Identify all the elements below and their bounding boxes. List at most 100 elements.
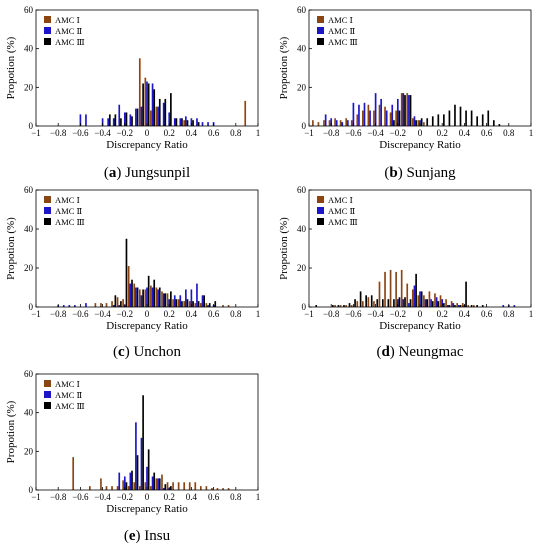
bar xyxy=(370,295,373,307)
bar xyxy=(334,305,336,307)
bar xyxy=(200,486,202,490)
x-tick-label: −0.2 xyxy=(117,128,133,138)
bar xyxy=(118,305,121,307)
x-tick-label: −0.8 xyxy=(50,128,67,138)
bar xyxy=(339,305,342,307)
caption-name: Unchon xyxy=(133,344,181,360)
bar xyxy=(476,116,478,126)
bar xyxy=(116,297,119,307)
bar xyxy=(400,269,403,307)
x-tick-label: 0.4 xyxy=(186,492,198,502)
x-tick-label: 0.6 xyxy=(208,309,220,319)
caption-letter: e xyxy=(129,528,136,544)
x-tick-label: −0.8 xyxy=(323,128,340,138)
legend-swatch xyxy=(317,16,324,23)
x-axis-label: Discrepancy Ratio xyxy=(379,139,461,151)
bar xyxy=(181,118,183,126)
x-tick-label: −0.6 xyxy=(72,492,89,502)
bar xyxy=(172,482,174,490)
bar xyxy=(205,303,208,307)
x-tick-label: 0 xyxy=(145,492,150,502)
bar xyxy=(168,112,171,126)
legend-swatch xyxy=(44,218,51,225)
series-3 xyxy=(315,273,484,307)
bar xyxy=(513,305,516,307)
bar xyxy=(146,81,148,126)
bar xyxy=(138,289,141,307)
x-tick-label: 0.4 xyxy=(186,309,198,319)
bar xyxy=(196,118,198,126)
bar xyxy=(373,301,375,307)
legend-swatch xyxy=(44,402,51,409)
x-tick-label: −1 xyxy=(31,492,41,502)
panel-d: −1 −0.8 −0.6 −0.4 −0.2 0 0.2 0.4 0.6 0.8 1 0 20 40 60 D… xyxy=(278,185,533,360)
bar xyxy=(431,116,434,126)
caption-name: Insu xyxy=(144,528,170,544)
bar xyxy=(467,305,470,307)
bar xyxy=(214,301,217,307)
x-tick-label: −0.8 xyxy=(50,492,67,502)
bar xyxy=(347,120,349,126)
panel-a: −1 −0.8 −0.6 −0.4 −0.2 0 0.2 0.4 0.6 0.8 1 0 20 40 60 D… xyxy=(5,5,260,181)
bar xyxy=(190,118,193,126)
panel-caption: (c) Unchon xyxy=(113,344,181,360)
legend-label: AMC Ⅲ xyxy=(55,217,85,227)
x-axis-label: Discrepancy Ratio xyxy=(379,320,461,332)
series-1 xyxy=(72,457,230,490)
bar xyxy=(173,118,176,126)
bar xyxy=(481,114,484,126)
bar xyxy=(369,110,371,126)
bar xyxy=(315,305,318,307)
bar xyxy=(68,305,71,307)
x-tick-label: 0 xyxy=(418,309,423,319)
bar xyxy=(192,120,194,126)
caption-paren-close: ) xyxy=(125,344,134,360)
bar xyxy=(431,301,434,307)
y-tick-label: 0 xyxy=(29,121,34,131)
bar xyxy=(337,305,340,307)
bar xyxy=(459,305,462,307)
bar xyxy=(426,118,429,126)
bar xyxy=(205,486,208,490)
bar xyxy=(129,283,132,307)
bar xyxy=(177,299,180,307)
bar xyxy=(157,106,159,126)
bar xyxy=(201,295,204,307)
bar xyxy=(465,110,467,126)
y-axis-label: Propotion (%) xyxy=(5,400,17,463)
bar xyxy=(194,303,197,307)
x-tick-label: −0.2 xyxy=(117,492,133,502)
bar xyxy=(151,476,154,490)
bar xyxy=(487,110,490,126)
bar xyxy=(343,305,345,307)
x-tick-label: 0 xyxy=(145,309,150,319)
bar xyxy=(492,120,495,126)
y-tick-label: 60 xyxy=(24,5,34,15)
legend-label: AMC Ⅱ xyxy=(55,206,82,216)
bar xyxy=(140,106,143,126)
bar xyxy=(72,457,75,490)
bar xyxy=(332,305,334,307)
caption-letter: d xyxy=(381,344,390,360)
x-tick-label: −0.4 xyxy=(94,309,111,319)
bar xyxy=(208,303,211,307)
caption-name: Sunjang xyxy=(406,165,456,181)
y-tick-label: 60 xyxy=(297,185,307,195)
caption-paren-open: ( xyxy=(113,344,118,360)
bar xyxy=(402,299,405,307)
caption-letter: b xyxy=(389,165,397,181)
bar xyxy=(161,474,163,490)
bar xyxy=(131,116,133,126)
bar xyxy=(222,488,224,490)
bar xyxy=(147,449,150,490)
x-tick-label: −0.6 xyxy=(72,128,89,138)
bar xyxy=(437,301,440,307)
panel-caption: (b) Sunjang xyxy=(384,165,456,181)
caption-name: Neungmac xyxy=(399,344,464,360)
legend-swatch xyxy=(317,196,324,203)
legend-label: AMC Ⅰ xyxy=(55,15,80,25)
bar xyxy=(173,295,176,307)
bar xyxy=(417,120,420,126)
